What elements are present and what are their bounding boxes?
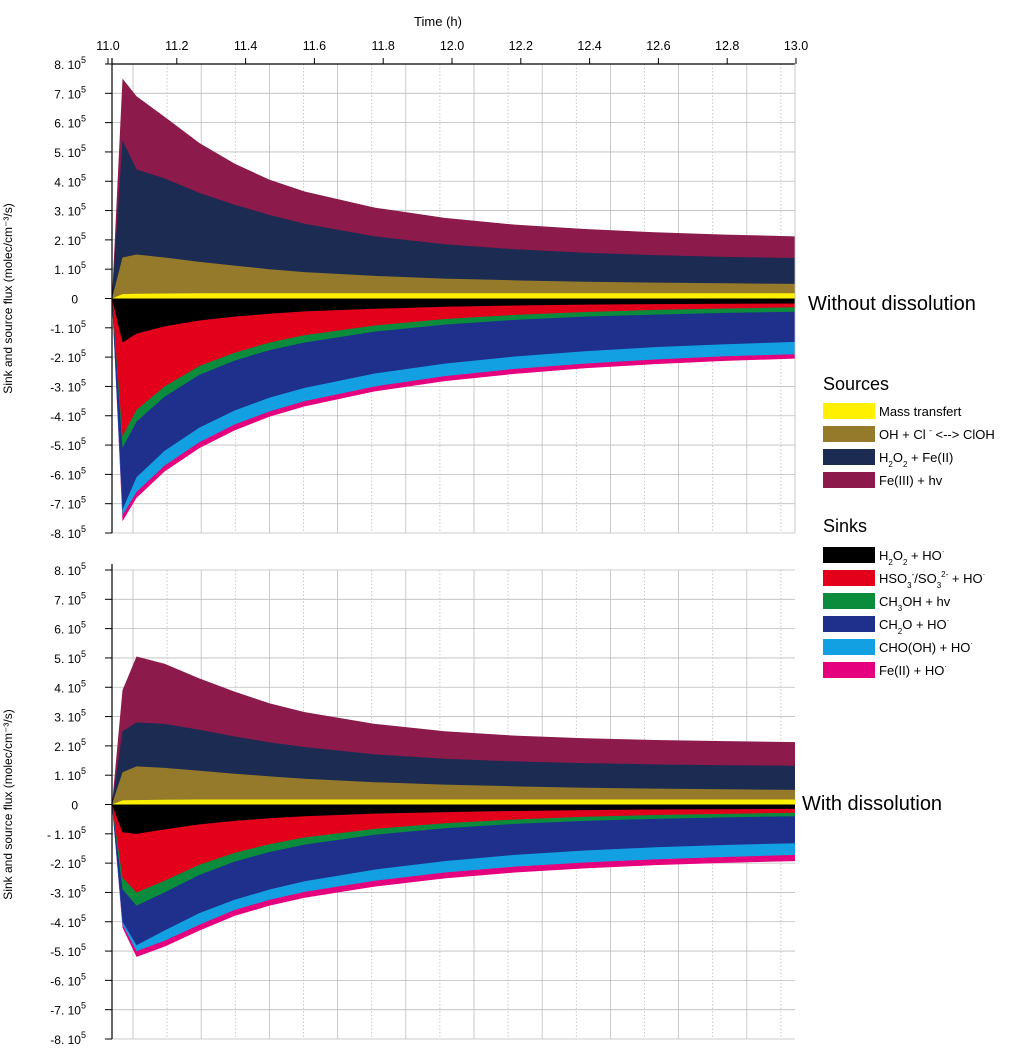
- area-series-ch2o-ho: [112, 298, 795, 510]
- legend-sinks: H2O2 + HO· HSO3-/SO32- + HO· CH3OH + hv CH2…: [823, 547, 985, 678]
- y-tick-label: 0: [71, 799, 78, 813]
- x-tick-label: 12.2: [509, 39, 533, 53]
- y-tick-label: -2. 105: [50, 854, 86, 871]
- y-tick-label: 7. 105: [54, 84, 86, 101]
- y-tick-label: 3. 105: [54, 202, 86, 219]
- panel-without-dissolution: 8. 105 7. 105 6. 105 5. 105 4. 105 3. 105 2. 1…: [1, 39, 808, 541]
- panel-label-without-dissolution: Without dissolution: [808, 293, 976, 315]
- y-tick-label: 5. 105: [54, 649, 86, 666]
- x-tick-label: 12.8: [715, 39, 739, 53]
- area-series-mass-transfert: [112, 293, 795, 299]
- legend-swatch-h2o2-ho: [823, 547, 875, 563]
- y-tick-label: -5. 105: [50, 436, 86, 453]
- y-tick-label: -8. 105: [50, 524, 86, 541]
- legend-swatch-fe-iii-hv: [823, 472, 875, 488]
- legend-label-fe-iii-hv: Fe(III) + hv: [879, 473, 943, 488]
- y-tick-label: 2. 105: [54, 231, 86, 248]
- legend-label-ch3oh-hv: CH3OH + hv: [879, 594, 951, 613]
- y-tick-label: 4. 105: [54, 678, 86, 695]
- y-axis-label: Sink and source flux (molec/cm⁻³/s): [1, 709, 15, 899]
- y-tick-label: - 1. 105: [47, 825, 86, 842]
- legend-label-h2o2-fe-ii-: H2O2 + Fe(II): [879, 450, 953, 469]
- legend-swatch-h2o2-fe-ii-: [823, 449, 875, 465]
- legend-label-cho-oh-ho: CHO(OH) + HO·: [879, 639, 973, 655]
- y-tick-label: 3. 105: [54, 708, 86, 725]
- y-tick-label: -2. 105: [50, 348, 86, 365]
- legend-swatch-fe-ii-ho: [823, 662, 875, 678]
- y-tick-label: 0: [71, 293, 78, 307]
- y-tick-label: 5. 105: [54, 143, 86, 160]
- y-tick-label: -7. 105: [50, 1001, 86, 1018]
- legend-label-ch2o-ho: CH2O + HO·: [879, 616, 949, 636]
- y-tick-label: -3. 105: [50, 377, 86, 394]
- legend-swatch-hso3-so3-2-ho: [823, 570, 875, 586]
- y-tick-label: -3. 105: [50, 883, 86, 900]
- area-series-oh-cl-cloh: [112, 766, 795, 805]
- y-tick-label: 6. 105: [54, 114, 86, 131]
- x-tick-label: 11.0: [96, 39, 119, 53]
- panel-with-dissolution: 8. 105 7. 105 6. 105 5. 105 4. 105 3. 105 2. 1…: [1, 561, 795, 1047]
- x-tick-label: 12.4: [577, 39, 601, 53]
- x-tick-label: 11.2: [165, 39, 188, 53]
- legend-label-mass-transfert: Mass transfert: [879, 404, 962, 419]
- y-tick-label: 1. 105: [54, 766, 86, 783]
- x-tick-label: 11.4: [234, 39, 257, 53]
- legend-label-hso3-so3-2-ho: HSO3-/SO32- + HO·: [879, 570, 985, 590]
- legend-swatch-cho-oh-ho: [823, 639, 875, 655]
- legend-swatch-mass-transfert: [823, 403, 875, 419]
- legend-swatch-ch2o-ho: [823, 616, 875, 632]
- y-tick-label: -4. 105: [50, 407, 86, 424]
- area-series-oh-cl-cloh: [112, 254, 795, 299]
- area-series-hso3-so3-2-ho: [112, 804, 795, 893]
- legend-label-oh-cl-cloh: OH + Cl - <--> ClOH: [879, 426, 995, 442]
- y-tick-label: -5. 105: [50, 942, 86, 959]
- y-tick-label: -4. 105: [50, 913, 86, 930]
- legend-label-fe-ii-ho: Fe(II) + HO·: [879, 662, 947, 678]
- y-tick-label: -6. 105: [50, 971, 86, 988]
- legend-label-h2o2-ho: H2O2 + HO·: [879, 547, 944, 567]
- y-tick-label: 6. 105: [54, 620, 86, 637]
- legend-swatch-oh-cl-cloh: [823, 426, 875, 442]
- y-tick-label: -8. 105: [50, 1030, 86, 1047]
- x-axis-label: Time (h): [414, 14, 462, 29]
- y-tick-label: 7. 105: [54, 590, 86, 607]
- y-axis-label: Sink and source flux (molec/cm⁻³/s): [1, 203, 15, 393]
- y-tick-label: 8. 105: [54, 55, 86, 72]
- area-series-h2o2-fe-ii-: [112, 140, 795, 299]
- x-tick-label: 12.0: [440, 39, 464, 53]
- x-tick-label: 12.6: [646, 39, 670, 53]
- y-tick-label: 8. 105: [54, 561, 86, 578]
- panel-label-with-dissolution: With dissolution: [802, 793, 942, 815]
- legend-sinks-title: Sinks: [823, 516, 867, 536]
- y-tick-label: -1. 105: [50, 319, 86, 336]
- y-tick-label: 4. 105: [54, 172, 86, 189]
- area-series-h2o2-ho: [112, 298, 795, 343]
- area-series-h2o2-ho: [112, 804, 795, 834]
- x-tick-label: 11.6: [303, 39, 326, 53]
- area-series-mass-transfert: [112, 799, 795, 805]
- y-tick-label: 1. 105: [54, 260, 86, 277]
- y-tick-label: -7. 105: [50, 495, 86, 512]
- legend: Sources Sinks Mass transfert OH + Cl - <-…: [823, 374, 995, 678]
- y-tick-label: 2. 105: [54, 737, 86, 754]
- y-tick-label: -6. 105: [50, 465, 86, 482]
- legend-sources-title: Sources: [823, 374, 889, 394]
- x-tick-label: 13.0: [784, 39, 808, 53]
- x-tick-label: 11.8: [371, 39, 394, 53]
- area-series-hso3-so3-2-ho: [112, 298, 795, 437]
- legend-sources: Mass transfert OH + Cl - <--> ClOH H2O2 + …: [823, 403, 995, 488]
- legend-swatch-ch3oh-hv: [823, 593, 875, 609]
